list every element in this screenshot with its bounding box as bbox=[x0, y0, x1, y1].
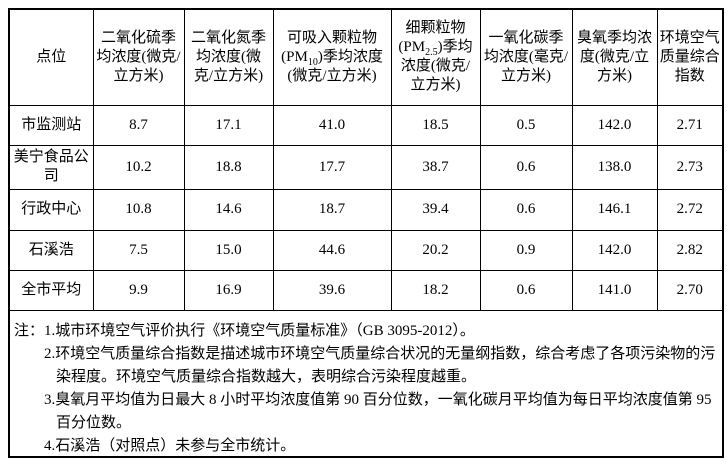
value-cell: 18.7 bbox=[272, 188, 392, 231]
value-cell: 0.6 bbox=[479, 188, 573, 231]
value-cell: 18.5 bbox=[390, 104, 481, 146]
value-cell: 8.7 bbox=[92, 104, 185, 146]
value-cell: 2.71 bbox=[656, 104, 722, 146]
value-cell: 17.7 bbox=[272, 144, 392, 190]
col-header-co: 一氧化碳季均浓度(毫克/立方米) bbox=[479, 10, 573, 106]
pm10-subscript: 10 bbox=[307, 56, 318, 68]
value-cell: 18.2 bbox=[390, 269, 481, 311]
value-cell: 39.6 bbox=[272, 269, 392, 311]
value-cell: 0.6 bbox=[479, 144, 573, 190]
table-row: 石溪浩 7.5 15.0 44.6 20.2 0.9 142.0 2.82 bbox=[10, 229, 722, 271]
table-row: 全市平均 9.9 16.9 39.6 18.2 0.6 141.0 2.70 bbox=[10, 269, 722, 311]
col-header-pm25: 细颗粒物(PM2.5)季均浓度(微克/立方米) bbox=[390, 10, 481, 106]
header-row: 点位 二氧化硫季均浓度(微克/立方米) 二氧化氮季均浓度(微克/立方米) 可吸入… bbox=[10, 10, 722, 106]
value-cell: 142.0 bbox=[571, 229, 658, 271]
table-row: 行政中心 10.8 14.6 18.7 39.4 0.6 146.1 2.72 bbox=[10, 188, 722, 231]
value-cell: 16.9 bbox=[183, 269, 274, 311]
value-cell: 142.0 bbox=[571, 104, 658, 146]
value-cell: 9.9 bbox=[92, 269, 185, 311]
col-header-no2: 二氧化氮季均浓度(微克/立方米) bbox=[183, 10, 274, 106]
col-header-pm25-pre: 细颗粒物(PM bbox=[398, 20, 466, 56]
value-cell: 0.6 bbox=[479, 269, 573, 311]
value-cell: 2.72 bbox=[656, 188, 722, 231]
site-cell: 行政中心 bbox=[10, 188, 94, 231]
col-header-pm10-pre: 可吸入颗粒物(PM bbox=[281, 29, 377, 65]
value-cell: 15.0 bbox=[183, 229, 274, 271]
site-cell: 美宁食品公司 bbox=[10, 144, 94, 190]
notes-section: 注： 1.城市环境空气评价执行《环境空气质量标准》（GB 3095-2012）。… bbox=[10, 311, 722, 458]
value-cell: 18.8 bbox=[183, 144, 274, 190]
value-cell: 2.82 bbox=[656, 229, 722, 271]
value-cell: 17.1 bbox=[183, 104, 274, 146]
col-header-pm10-post: )季均浓度(微克/立方米) bbox=[287, 48, 383, 84]
notes-label: 注： bbox=[14, 322, 45, 339]
value-cell: 20.2 bbox=[390, 229, 481, 271]
site-cell: 市监测站 bbox=[10, 104, 94, 146]
col-header-site: 点位 bbox=[10, 10, 94, 106]
value-cell: 0.5 bbox=[479, 104, 573, 146]
pm25-subscript: 2.5 bbox=[425, 47, 438, 59]
site-cell: 全市平均 bbox=[10, 269, 94, 311]
note-item: 4.石溪浩（对照点）未参与全市统计。 bbox=[44, 437, 296, 454]
col-header-aqci: 环境空气质量综合指数 bbox=[656, 10, 722, 106]
value-cell: 41.0 bbox=[272, 104, 392, 146]
note-item: 2.环境空气质量综合指数是描述城市环境空气质量综合状况的无量纲指数，综合考虑了各… bbox=[44, 345, 716, 385]
value-cell: 14.6 bbox=[183, 188, 274, 231]
col-header-o3: 臭氧季均浓度(微克/立方米) bbox=[571, 10, 658, 106]
col-header-pm10: 可吸入颗粒物(PM10)季均浓度(微克/立方米) bbox=[272, 10, 392, 106]
value-cell: 146.1 bbox=[571, 188, 658, 231]
col-header-pm25-post: )季均浓度(微克/立方米) bbox=[400, 39, 473, 94]
value-cell: 44.6 bbox=[272, 229, 392, 271]
value-cell: 39.4 bbox=[390, 188, 481, 231]
note-item: 3.臭氧月平均值为日最大 8 小时平均浓度值第 90 百分位数，一氧化碳月平均值… bbox=[44, 391, 712, 431]
table-row: 市监测站 8.7 17.1 41.0 18.5 0.5 142.0 2.71 bbox=[10, 104, 722, 146]
site-cell: 石溪浩 bbox=[10, 229, 94, 271]
air-quality-report-sheet: 点位 二氧化硫季均浓度(微克/立方米) 二氧化氮季均浓度(微克/立方米) 可吸入… bbox=[8, 8, 724, 458]
value-cell: 138.0 bbox=[571, 144, 658, 190]
col-header-so2: 二氧化硫季均浓度(微克/立方米) bbox=[92, 10, 185, 106]
value-cell: 0.9 bbox=[479, 229, 573, 271]
air-quality-table: 点位 二氧化硫季均浓度(微克/立方米) 二氧化氮季均浓度(微克/立方米) 可吸入… bbox=[10, 10, 722, 311]
value-cell: 10.2 bbox=[92, 144, 185, 190]
value-cell: 2.73 bbox=[656, 144, 722, 190]
value-cell: 7.5 bbox=[92, 229, 185, 271]
value-cell: 10.8 bbox=[92, 188, 185, 231]
table-row: 美宁食品公司 10.2 18.8 17.7 38.7 0.6 138.0 2.7… bbox=[10, 144, 722, 190]
note-item: 1.城市环境空气评价执行《环境空气质量标准》（GB 3095-2012）。 bbox=[44, 322, 475, 339]
value-cell: 141.0 bbox=[571, 269, 658, 311]
notes-list: 1.城市环境空气评价执行《环境空气质量标准》（GB 3095-2012）。 2.… bbox=[44, 320, 716, 458]
value-cell: 2.70 bbox=[656, 269, 722, 311]
value-cell: 38.7 bbox=[390, 144, 481, 190]
